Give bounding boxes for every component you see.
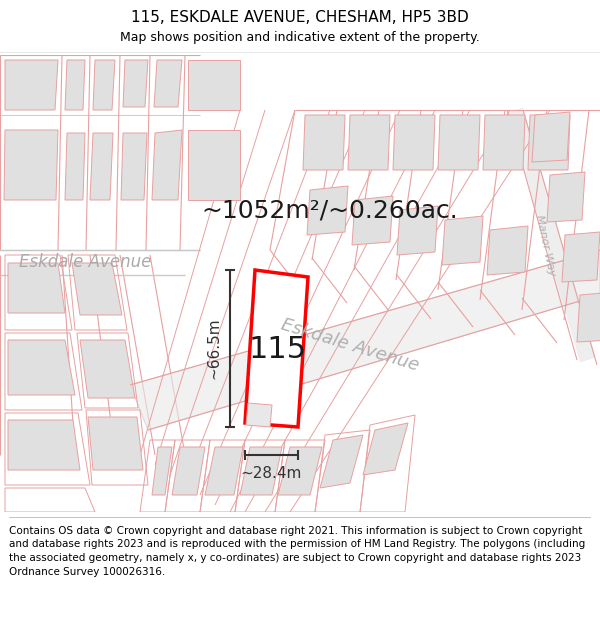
Polygon shape	[8, 340, 75, 395]
Polygon shape	[348, 115, 390, 170]
Polygon shape	[438, 115, 480, 170]
Polygon shape	[442, 216, 483, 265]
Polygon shape	[188, 130, 240, 200]
Polygon shape	[483, 115, 525, 170]
Polygon shape	[72, 263, 122, 315]
Text: Eskdale Avenue: Eskdale Avenue	[19, 253, 151, 271]
Polygon shape	[246, 403, 272, 427]
Text: ~28.4m: ~28.4m	[241, 466, 302, 481]
Polygon shape	[320, 435, 363, 488]
Polygon shape	[278, 447, 322, 495]
Text: Contains OS data © Crown copyright and database right 2021. This information is : Contains OS data © Crown copyright and d…	[9, 526, 585, 577]
Text: ~66.5m: ~66.5m	[206, 318, 221, 379]
Polygon shape	[80, 340, 135, 398]
Polygon shape	[152, 447, 172, 495]
Polygon shape	[188, 60, 240, 110]
Polygon shape	[352, 196, 393, 245]
Text: 115: 115	[249, 336, 307, 364]
Polygon shape	[93, 60, 115, 110]
Polygon shape	[205, 447, 243, 495]
Polygon shape	[303, 115, 345, 170]
Polygon shape	[90, 133, 113, 200]
Polygon shape	[397, 206, 438, 255]
Polygon shape	[172, 447, 205, 495]
Polygon shape	[5, 60, 58, 110]
Polygon shape	[88, 417, 143, 470]
Polygon shape	[130, 250, 600, 430]
Polygon shape	[547, 172, 585, 222]
Text: Manor Way: Manor Way	[533, 214, 556, 276]
Polygon shape	[363, 423, 408, 475]
Text: 115, ESKDALE AVENUE, CHESHAM, HP5 3BD: 115, ESKDALE AVENUE, CHESHAM, HP5 3BD	[131, 11, 469, 26]
Text: ~1052m²/~0.260ac.: ~1052m²/~0.260ac.	[202, 198, 458, 222]
Polygon shape	[487, 226, 528, 275]
Polygon shape	[65, 60, 85, 110]
Polygon shape	[152, 130, 182, 200]
Polygon shape	[65, 133, 85, 200]
Text: Eskdale Avenue: Eskdale Avenue	[279, 316, 421, 374]
Text: Map shows position and indicative extent of the property.: Map shows position and indicative extent…	[120, 31, 480, 44]
Polygon shape	[8, 420, 80, 470]
Polygon shape	[393, 115, 435, 170]
Polygon shape	[532, 112, 570, 162]
Polygon shape	[8, 263, 65, 313]
Polygon shape	[4, 130, 58, 200]
Polygon shape	[562, 232, 600, 282]
Polygon shape	[154, 60, 182, 107]
Polygon shape	[528, 115, 570, 170]
Polygon shape	[245, 270, 308, 427]
Polygon shape	[307, 186, 348, 235]
Polygon shape	[121, 133, 147, 200]
Polygon shape	[123, 60, 148, 107]
Polygon shape	[240, 447, 282, 495]
Polygon shape	[577, 292, 600, 342]
